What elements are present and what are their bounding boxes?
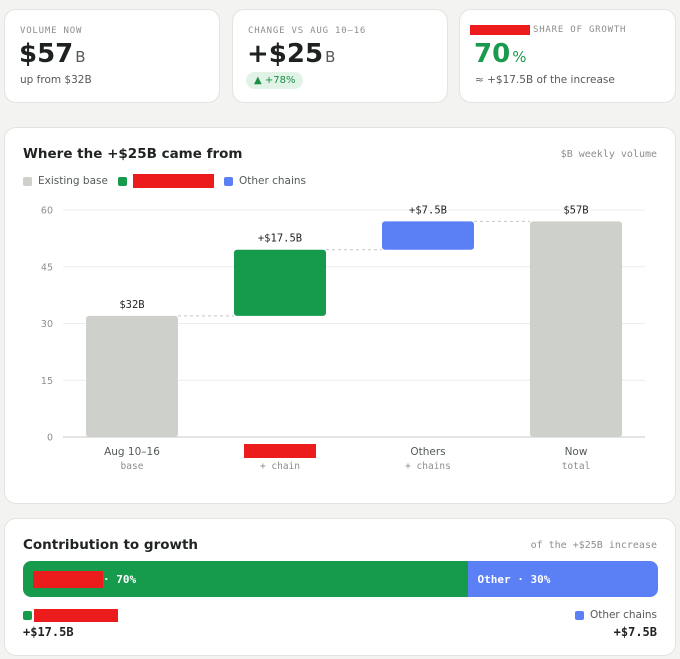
legend-swatch (574, 610, 584, 620)
waterfall-chart: 0 15 30 45 60 $32B Aug 10–16 base +$17.5B + chain… (41, 204, 645, 472)
redacted-block (33, 570, 103, 588)
kpi-card-volume: VOLUME NOW $57 B up from $32B (4, 9, 220, 103)
contribution-segment-chain: · 70% (23, 561, 468, 597)
kpi-subtext: up from $32B (20, 74, 92, 86)
legend-item-existing-base: Existing base (23, 175, 108, 187)
legend-swatch (23, 610, 32, 620)
y-tick-label: 15 (41, 376, 53, 387)
redacted-block (244, 444, 316, 458)
y-tick-label: 0 (47, 433, 53, 444)
change-badge: ▲ +78% (246, 72, 304, 89)
legend-item-chain (117, 174, 214, 188)
bar-value-label: $57B (563, 204, 588, 216)
x-category-sublabel: + chain (260, 461, 300, 472)
waterfall-bar (382, 221, 474, 250)
chart-legend: Existing base Other chains (23, 173, 316, 189)
kpi-card-change: CHANGE VS AUG 10–16 +$25 B ▲ +78% (232, 9, 448, 103)
bar-value-label: +$7.5B (409, 204, 447, 216)
x-category-label: Others (410, 446, 445, 458)
contribution-bar: · 70% Other · 30% (23, 561, 658, 597)
chart-title: Where the +$25B came from (23, 146, 243, 162)
waterfall-bar (86, 315, 178, 437)
contribution-card: Contribution to growth of the +$25B incr… (4, 518, 676, 656)
x-category-label: Aug 10–16 (104, 446, 160, 458)
kpi-card-share: SHARE OF GROWTH 70% ≈ +$17.5B of the inc… (459, 9, 676, 103)
kpi-value: 70% (474, 39, 527, 69)
kpi-value: +$25 B (247, 39, 336, 69)
legend-swatch (117, 176, 127, 186)
x-category-sublabel: base (121, 461, 144, 472)
waterfall-bar (530, 221, 622, 437)
kpi-label: CHANGE VS AUG 10–16 (248, 26, 367, 36)
contribution-value-other: +$7.5B (613, 625, 657, 639)
legend-swatch (23, 176, 32, 186)
kpi-subtext: ≈ +$17.5B of the increase (475, 74, 615, 86)
redacted-block (470, 25, 530, 35)
contribution-note: of the +$25B increase (530, 540, 657, 551)
x-category-label: Now (565, 446, 588, 458)
legend-item-other-chains: Other chains (223, 175, 306, 187)
y-tick-label: 60 (41, 206, 53, 217)
y-tick-label: 30 (41, 319, 53, 330)
x-category-sublabel: + chains (405, 461, 451, 472)
y-tick-label: 45 (41, 262, 53, 273)
bar-value-label: +$17.5B (258, 233, 302, 245)
contribution-key-chain: +$17.5B (23, 608, 118, 639)
kpi-label: VOLUME NOW (20, 26, 83, 36)
x-category-sublabel: total (562, 461, 591, 472)
kpi-value: $57 B (19, 39, 86, 69)
waterfall-card: Where the +$25B came from $B weekly volu… (4, 127, 676, 504)
bar-value-label: $32B (119, 299, 144, 311)
redacted-block (132, 174, 214, 188)
kpi-label: SHARE OF GROWTH (470, 25, 626, 35)
contribution-title: Contribution to growth (23, 537, 199, 553)
contribution-key-other: Other chains +$7.5B (574, 608, 657, 639)
waterfall-bar (234, 249, 326, 316)
chart-units-note: $B weekly volume (560, 149, 657, 160)
contribution-value-chain: +$17.5B (23, 625, 74, 639)
redacted-block (34, 608, 118, 622)
contribution-segment-other: Other · 30% (467, 561, 658, 597)
legend-swatch (223, 176, 233, 186)
